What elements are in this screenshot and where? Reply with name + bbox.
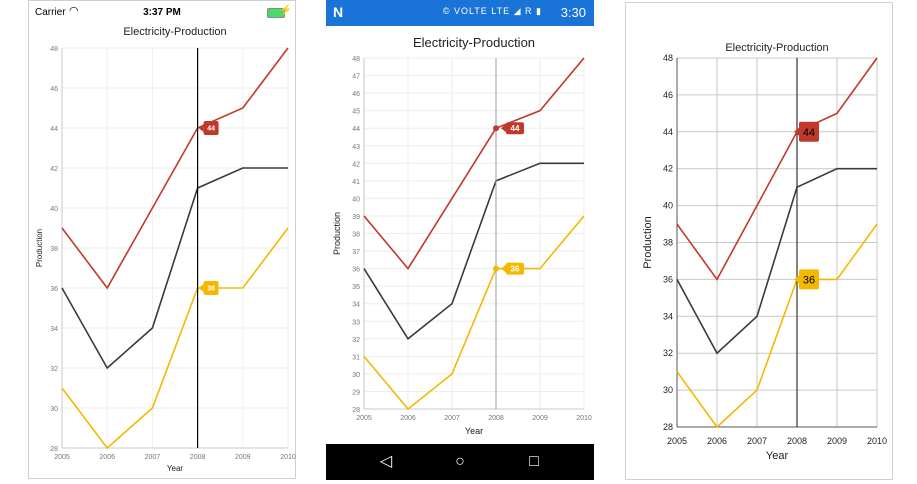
x-tick-label: 2006 — [400, 415, 416, 422]
android-chart-panel: N © VOLTE LTE ◢ R ▮ 3:30 Electricity-Pro… — [326, 0, 594, 480]
y-tick-label: 38 — [352, 232, 360, 239]
y-tick-label: 46 — [352, 91, 360, 98]
chart-title: Electricity-Production — [413, 35, 535, 50]
trackball-label: 44 — [803, 127, 815, 139]
y-axis-label: Production — [35, 229, 44, 267]
y-tick-label: 30 — [352, 372, 360, 379]
uwp-line-chart[interactable]: Electricity-Production 28 30 32 34 36 38 40 42 44… — [626, 3, 894, 481]
android-nav-bar: ◁ ○ □ — [326, 444, 594, 480]
ios-chart-panel: Carrier ◠ 3:37 PM ⚡ Electricity-Producti… — [28, 0, 296, 479]
uwp-chart-panel: Electricity-Production 28 30 32 34 36 38 40 42 44… — [625, 2, 893, 480]
trackball-pointer — [199, 284, 204, 292]
y-tick-label: 48 — [663, 53, 673, 63]
y-tick-label: 31 — [352, 354, 360, 361]
y-tick-label: 29 — [352, 389, 360, 396]
trackball-label: 36 — [207, 286, 215, 293]
x-tick-label: 2007 — [747, 436, 767, 446]
x-tick-label: 2008 — [488, 415, 504, 422]
y-tick-label: 34 — [352, 302, 360, 309]
y-tick-label: 28 — [663, 422, 673, 432]
y-tick-label: 48 — [352, 56, 360, 63]
y-tick-label: 36 — [352, 267, 360, 274]
y-tick-label: 40 — [50, 206, 58, 213]
y-tick-label: 46 — [663, 90, 673, 100]
y-tick-label: 38 — [50, 246, 58, 253]
y-tick-label: 33 — [352, 319, 360, 326]
y-tick-label: 41 — [352, 179, 360, 186]
x-tick-label: 2010 — [280, 454, 296, 461]
x-tick-label: 2008 — [787, 436, 807, 446]
trackball-label: 36 — [511, 264, 520, 273]
series-line-2 — [62, 168, 288, 368]
series-line-3 — [677, 224, 877, 427]
y-tick-label: 43 — [352, 144, 360, 151]
trackball-pointer — [501, 265, 506, 273]
y-tick-label: 42 — [50, 166, 58, 173]
y-tick-label: 48 — [50, 46, 58, 53]
y-tick-label: 46 — [50, 86, 58, 93]
x-tick-label: 2009 — [235, 454, 251, 461]
y-tick-label: 32 — [663, 348, 673, 358]
y-tick-label: 32 — [50, 366, 58, 373]
y-tick-label: 47 — [352, 74, 360, 81]
y-tick-label: 45 — [352, 109, 360, 116]
trackball-label: 44 — [511, 124, 520, 133]
series-line-2 — [677, 169, 877, 354]
x-tick-label: 2005 — [356, 415, 372, 422]
x-tick-label: 2008 — [190, 454, 206, 461]
x-axis-label: Year — [766, 450, 789, 462]
trackball-pointer — [199, 124, 204, 132]
series-line-3 — [364, 216, 584, 409]
x-tick-label: 2009 — [827, 436, 847, 446]
y-tick-label: 44 — [663, 127, 673, 137]
y-tick-label: 36 — [50, 286, 58, 293]
y-tick-label: 34 — [663, 311, 673, 321]
android-line-chart[interactable]: Electricity-Production 28 29 30 31 32 33 34 35 36… — [326, 0, 594, 480]
recent-apps-icon[interactable]: □ — [522, 450, 546, 474]
x-tick-label: 2005 — [54, 454, 70, 461]
y-tick-label: 36 — [663, 274, 673, 284]
y-tick-label: 37 — [352, 249, 360, 256]
y-tick-label: 42 — [663, 164, 673, 174]
y-axis-label: Production — [642, 216, 654, 269]
x-tick-label: 2009 — [532, 415, 548, 422]
y-tick-label: 34 — [50, 326, 58, 333]
trackball-label: 36 — [803, 274, 815, 286]
y-tick-label: 40 — [663, 201, 673, 211]
y-tick-label: 30 — [50, 406, 58, 413]
y-tick-label: 42 — [352, 161, 360, 168]
y-tick-label: 35 — [352, 284, 360, 291]
trackball-label: 44 — [207, 126, 215, 133]
ios-line-chart[interactable]: Electricity-Production 28 30 32 34 36 38 40 42 44… — [29, 1, 297, 480]
trackball-marker — [493, 125, 499, 131]
y-tick-label: 28 — [50, 446, 58, 453]
chart-title: Electricity-Production — [725, 42, 828, 54]
x-tick-label: 2010 — [867, 436, 887, 446]
series-line-3 — [62, 228, 288, 448]
x-tick-label: 2007 — [444, 415, 460, 422]
y-tick-label: 44 — [50, 126, 58, 133]
x-tick-label: 2007 — [145, 454, 161, 461]
y-axis-label: Production — [332, 212, 342, 255]
x-tick-label: 2010 — [576, 415, 592, 422]
back-icon[interactable]: ◁ — [374, 450, 398, 474]
y-tick-label: 30 — [663, 385, 673, 395]
y-tick-label: 40 — [352, 196, 360, 203]
x-axis-label: Year — [465, 426, 483, 436]
trackball-marker — [493, 266, 499, 272]
y-tick-label: 38 — [663, 238, 673, 248]
y-tick-label: 39 — [352, 214, 360, 221]
x-tick-label: 2006 — [707, 436, 727, 446]
x-tick-label: 2006 — [99, 454, 115, 461]
x-axis-label: Year — [167, 464, 184, 473]
chart-title: Electricity-Production — [123, 26, 226, 38]
y-tick-label: 28 — [352, 407, 360, 414]
home-icon[interactable]: ○ — [448, 450, 472, 474]
x-tick-label: 2005 — [667, 436, 687, 446]
y-tick-label: 44 — [352, 126, 360, 133]
y-tick-label: 32 — [352, 337, 360, 344]
